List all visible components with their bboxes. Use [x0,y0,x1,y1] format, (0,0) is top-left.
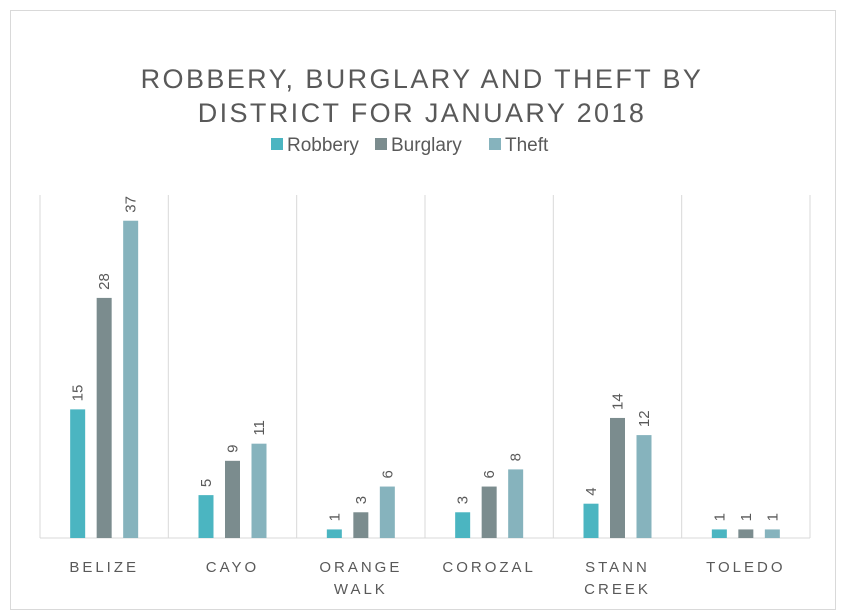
legend-swatch [489,138,501,150]
data-label: 1 [764,513,781,521]
data-label: 11 [251,420,268,436]
bar [379,486,395,538]
legend-swatch [375,138,387,150]
data-label: 37 [123,196,140,213]
bar [225,460,240,538]
bar [738,529,754,538]
data-label: 6 [379,470,396,478]
x-tick-label: STANN CREEK [584,559,651,598]
x-tick-label: ORANGE WALK [319,559,403,598]
data-label: 14 [610,393,627,410]
bar [610,417,625,538]
legend-label: Burglary [391,135,462,156]
bar [764,529,780,538]
legend-label: Robbery [287,135,359,156]
data-label: 9 [225,444,242,452]
x-tick-label: CAYO [205,559,260,576]
data-label: 15 [70,385,87,402]
legend-swatch [271,138,283,150]
bar [96,297,112,538]
bar [455,512,471,538]
legend: Robbery Burglary Theft [271,135,549,156]
data-label: 3 [455,496,472,504]
bar [508,469,524,538]
x-tick-label: COROZAL [442,559,536,576]
x-tick-label: BELIZE [69,559,139,576]
bar [123,220,139,538]
data-label: 8 [508,453,525,461]
data-label: 6 [481,470,498,478]
data-label: 1 [738,513,755,521]
x-tick-label: TOLEDO [706,559,786,576]
data-label: 3 [353,496,370,504]
data-label: 5 [198,479,215,487]
bar [583,503,599,538]
bar [353,512,369,538]
bar [326,529,342,538]
bar [481,486,497,538]
data-label: 28 [96,273,113,290]
bar [636,435,652,538]
data-label: 4 [583,487,600,495]
bar [711,529,727,538]
data-label: 1 [326,513,343,521]
bar [70,409,86,538]
chart-title: ROBBERY, BURGLARY AND THEFT BY DISTRICT … [140,64,704,128]
bar [251,443,267,538]
bar [198,495,214,538]
chart-frame [10,10,836,610]
data-label: 12 [636,410,653,427]
legend-label: Theft [505,135,549,156]
data-label: 1 [711,513,728,521]
